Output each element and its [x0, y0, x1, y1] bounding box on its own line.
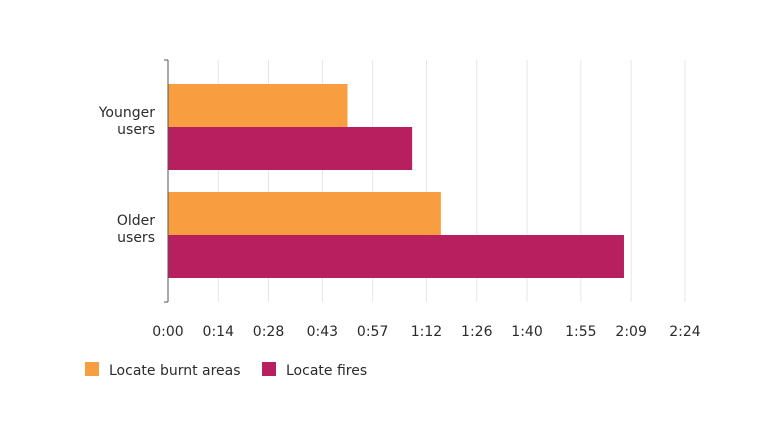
x-tick-label: 0:00: [152, 324, 183, 340]
legend-swatch: [85, 362, 99, 376]
category-label-line: Younger: [98, 105, 156, 121]
x-tick-label: 1:40: [511, 324, 542, 340]
x-tick-label: 2:09: [615, 324, 646, 340]
x-tick-label: 1:12: [411, 324, 442, 340]
legend-label: Locate burnt areas: [109, 363, 241, 379]
x-tick-label: 0:43: [307, 324, 338, 340]
legend: Locate burnt areas Locate fires: [85, 362, 367, 379]
category-label: Younger users: [98, 105, 156, 138]
x-tick-label: 1:26: [461, 324, 493, 340]
category-label-line: users: [117, 230, 155, 246]
x-tick-label: 0:14: [203, 324, 235, 340]
y-axis: [164, 59, 169, 303]
category-label-line: users: [117, 122, 155, 138]
bar-locate-fires-older: [168, 235, 624, 278]
x-tick-label: 0:28: [253, 324, 284, 340]
x-tick-labels: 0:00 0:14 0:28 0:43 0:57 1:12 1:26 1:40 1:55 2:09…: [152, 324, 701, 340]
category-label-line: Older: [117, 213, 155, 229]
category-label: Older users: [117, 213, 155, 246]
legend-label: Locate fires: [286, 363, 367, 379]
bar-locate-fires-younger: [168, 127, 413, 170]
bars: [168, 84, 624, 278]
x-tick-label: 2:24: [669, 324, 701, 340]
x-tick-label: 1:55: [565, 324, 596, 340]
bar-locate-burnt-areas-older: [168, 192, 441, 235]
bar-locate-burnt-areas-younger: [168, 84, 348, 127]
legend-swatch: [262, 362, 276, 376]
x-tick-label: 0:57: [357, 324, 388, 340]
